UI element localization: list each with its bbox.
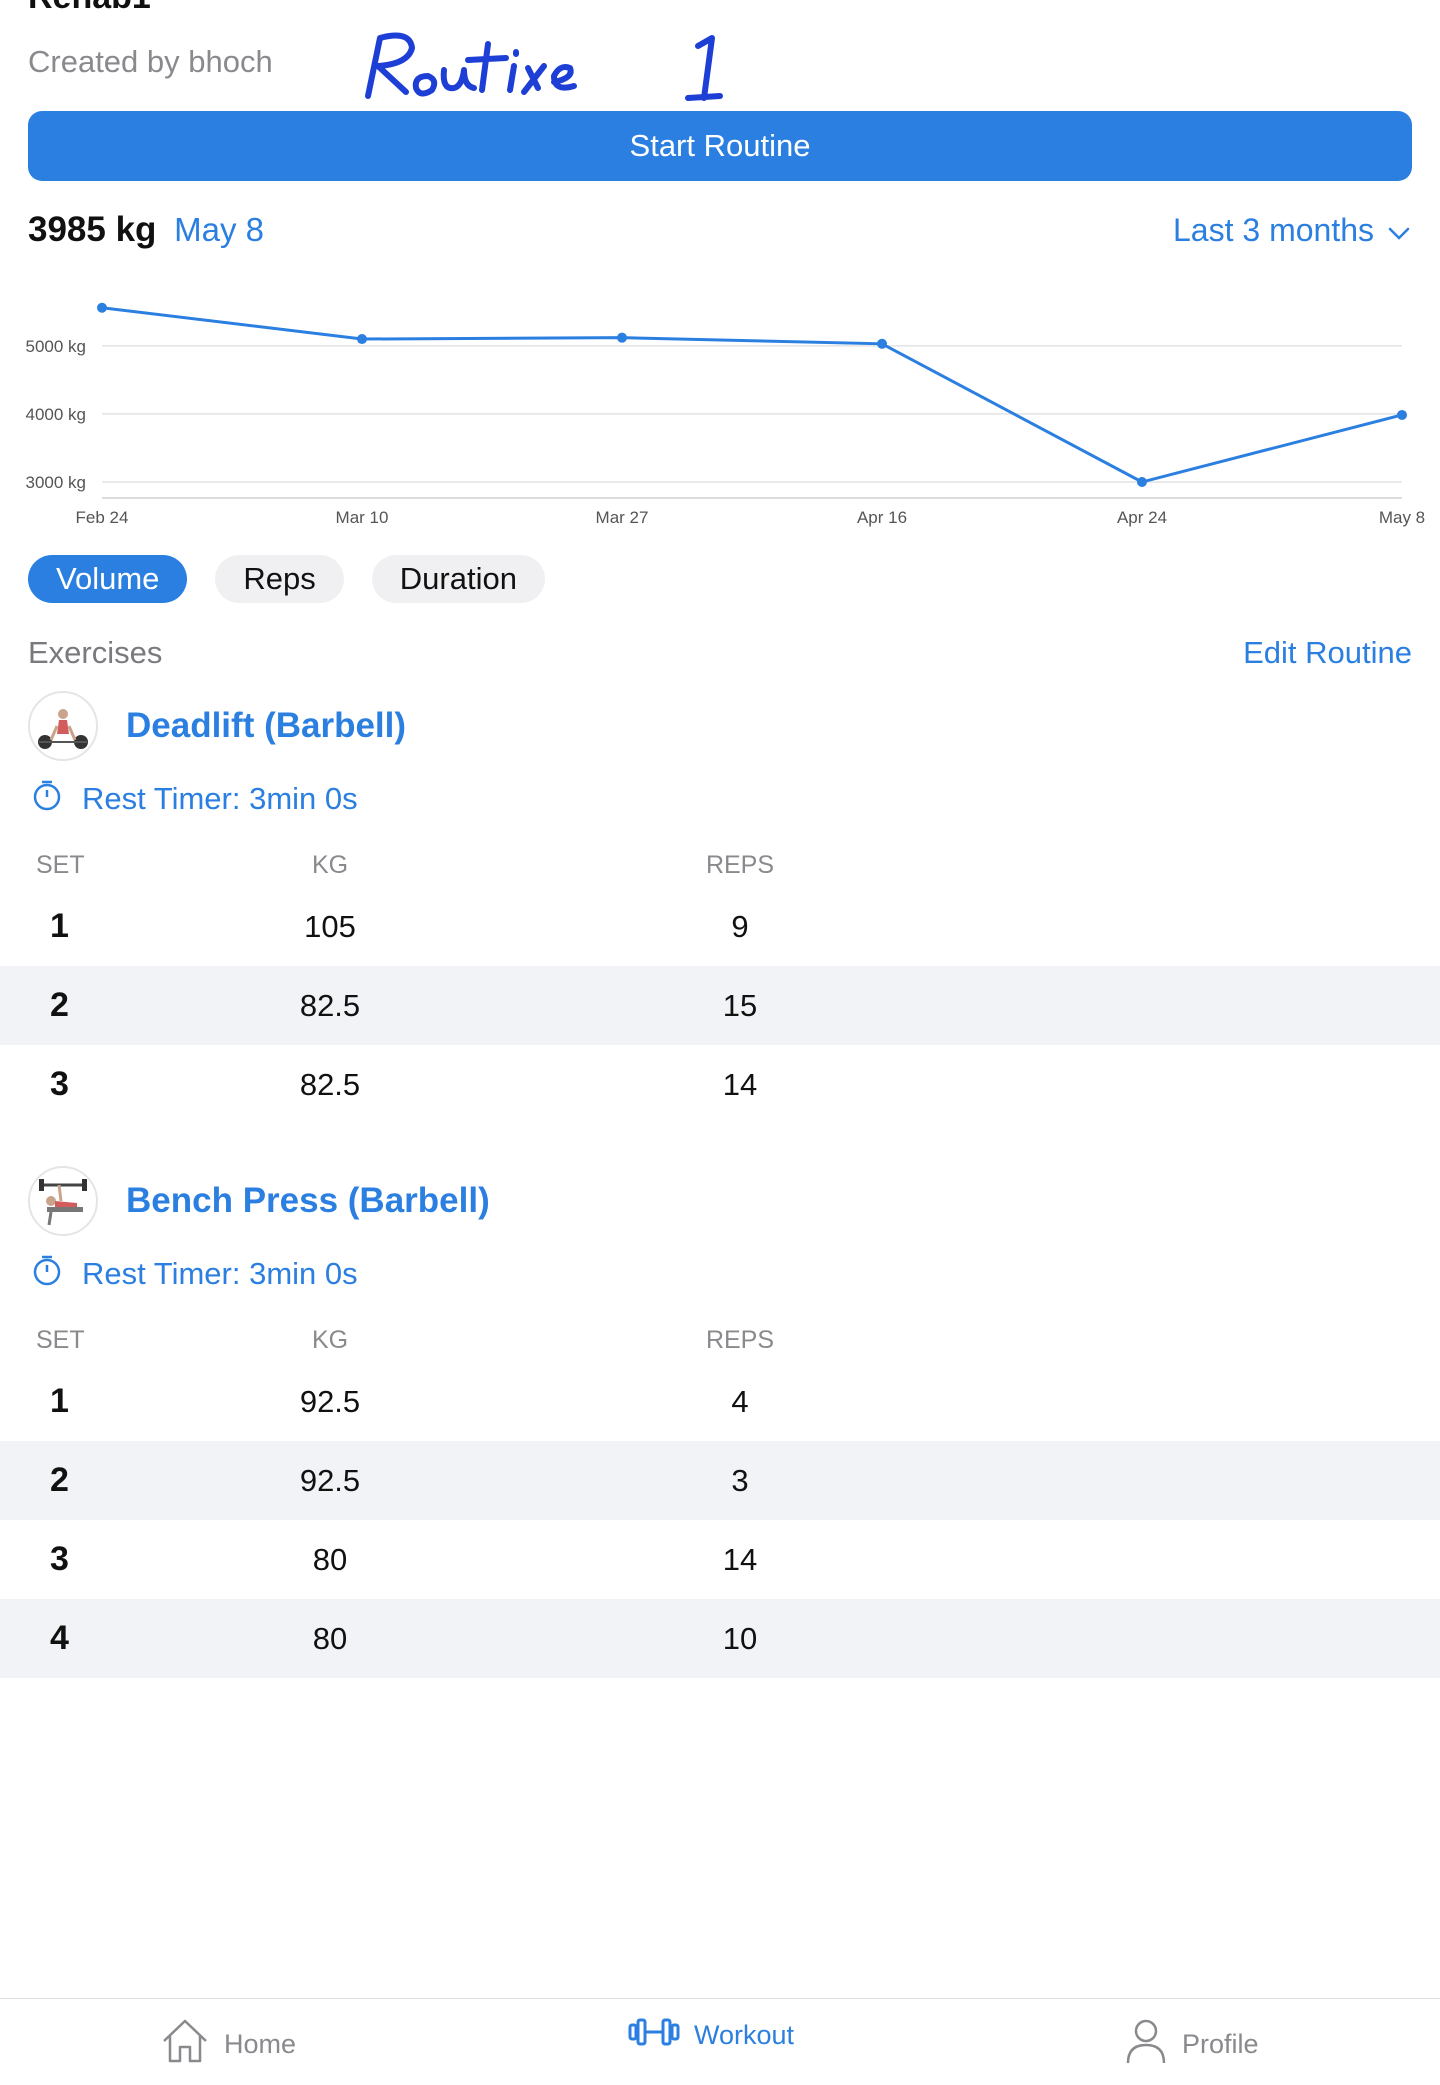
set-kg: 80 bbox=[312, 1541, 348, 1577]
home-icon bbox=[160, 2017, 210, 2072]
rest-timer-label: Rest Timer: 3min 0s bbox=[82, 1256, 358, 1291]
bench-press-icon bbox=[28, 1166, 98, 1236]
data-point[interactable] bbox=[357, 334, 367, 345]
set-number: 1 bbox=[50, 1382, 69, 1420]
set-kg: 105 bbox=[304, 908, 356, 944]
volume-summary: 3985 kg May 8 bbox=[28, 210, 264, 250]
exercises-heading: Exercises bbox=[28, 635, 163, 670]
set-reps: 14 bbox=[722, 1066, 758, 1102]
set-kg: 82.5 bbox=[299, 987, 361, 1023]
x-tick-label: May 8 bbox=[1379, 508, 1425, 527]
x-tick-label: Mar 27 bbox=[596, 508, 649, 527]
y-tick-label: 5000 kg bbox=[26, 337, 87, 356]
edit-routine-link[interactable]: Edit Routine bbox=[1243, 635, 1412, 670]
tab-home[interactable]: Home bbox=[160, 2017, 296, 2072]
set-kg: 92.5 bbox=[299, 1462, 361, 1498]
set-row: 3 80 14 bbox=[0, 1520, 1440, 1599]
tab-workout[interactable]: Workout bbox=[628, 2017, 794, 2054]
summary-value: 3985 kg bbox=[28, 210, 157, 249]
set-row: 4 80 10 bbox=[0, 1599, 1440, 1678]
data-point[interactable] bbox=[617, 332, 627, 343]
handwritten-annotation bbox=[365, 32, 723, 101]
dumbbell-icon bbox=[628, 2017, 680, 2054]
col-set: SET bbox=[36, 1326, 85, 1354]
data-point[interactable] bbox=[877, 338, 887, 349]
tab-reps[interactable]: Reps bbox=[215, 555, 344, 603]
rest-timer[interactable]: Rest Timer: 3min 0s bbox=[32, 1254, 358, 1294]
set-number: 2 bbox=[50, 1461, 69, 1499]
set-number: 3 bbox=[50, 1065, 69, 1103]
exercise-header[interactable]: Bench Press (Barbell) bbox=[28, 1166, 490, 1236]
x-tick-label: Mar 10 bbox=[336, 508, 389, 527]
set-reps: 9 bbox=[731, 908, 749, 944]
start-routine-button[interactable]: Start Routine bbox=[28, 111, 1412, 181]
y-tick-label: 3000 kg bbox=[26, 473, 87, 492]
rest-timer-label: Rest Timer: 3min 0s bbox=[82, 781, 358, 816]
set-reps: 14 bbox=[722, 1541, 758, 1577]
tab-volume[interactable]: Volume bbox=[28, 555, 188, 603]
tab-home-label: Home bbox=[224, 2029, 297, 2059]
col-set: SET bbox=[36, 851, 85, 879]
set-row: 2 92.5 3 bbox=[0, 1441, 1440, 1520]
tab-duration[interactable]: Duration bbox=[371, 555, 545, 603]
sets-table-header: SET KG REPS bbox=[0, 851, 1440, 891]
set-kg: 80 bbox=[312, 1620, 348, 1656]
x-tick-label: Apr 16 bbox=[857, 508, 907, 527]
col-reps: REPS bbox=[705, 851, 775, 879]
stopwatch-icon bbox=[32, 779, 62, 819]
x-tick-label: Feb 24 bbox=[76, 508, 129, 527]
col-kg: KG bbox=[311, 851, 349, 879]
set-row: 1 92.5 4 bbox=[0, 1362, 1440, 1441]
set-reps: 15 bbox=[722, 987, 758, 1023]
exercise-header[interactable]: Deadlift (Barbell) bbox=[28, 691, 406, 761]
creator-label: Created by bhoch bbox=[28, 44, 273, 79]
col-reps: REPS bbox=[705, 1326, 775, 1354]
tab-profile-label: Profile bbox=[1182, 2029, 1259, 2059]
routine-title: Rehab1 bbox=[28, 0, 151, 17]
range-dropdown[interactable]: Last 3 months bbox=[1173, 212, 1410, 249]
profile-icon bbox=[1124, 2017, 1168, 2072]
sets-table-header: SET KG REPS bbox=[0, 1326, 1440, 1366]
tab-workout-label: Workout bbox=[694, 2020, 795, 2050]
data-point[interactable] bbox=[1137, 477, 1147, 487]
range-label: Last 3 months bbox=[1173, 212, 1374, 248]
stopwatch-icon bbox=[32, 1254, 62, 1294]
metric-tabs: Volume Reps Duration bbox=[28, 555, 545, 603]
summary-date: May 8 bbox=[174, 211, 265, 248]
set-number: 1 bbox=[50, 907, 69, 945]
set-number: 2 bbox=[50, 986, 69, 1024]
exercise-name: Bench Press (Barbell) bbox=[126, 1181, 490, 1220]
col-kg: KG bbox=[311, 1326, 349, 1354]
set-row: 3 82.5 14 bbox=[0, 1045, 1440, 1124]
set-reps: 4 bbox=[731, 1383, 749, 1419]
data-point[interactable] bbox=[97, 302, 107, 313]
set-reps: 10 bbox=[722, 1620, 758, 1656]
series-line bbox=[101, 306, 1403, 484]
y-tick-label: 4000 kg bbox=[26, 405, 87, 424]
volume-line-chart: 5000 kg 4000 kg 3000 kg Feb 24 Mar 10 Mar 27 A… bbox=[26, 302, 1425, 527]
set-row: 1 105 9 bbox=[0, 887, 1440, 966]
set-row: 2 82.5 15 bbox=[0, 966, 1440, 1045]
x-tick-label: Apr 24 bbox=[1117, 508, 1167, 527]
bottom-tab-bar: Home Workout Profile bbox=[0, 1998, 1440, 2085]
data-point[interactable] bbox=[1397, 409, 1407, 420]
rest-timer[interactable]: Rest Timer: 3min 0s bbox=[32, 779, 358, 819]
exercise-name: Deadlift (Barbell) bbox=[126, 706, 407, 745]
set-kg: 92.5 bbox=[299, 1383, 361, 1419]
set-kg: 82.5 bbox=[299, 1066, 361, 1102]
set-number: 3 bbox=[50, 1540, 69, 1578]
set-reps: 3 bbox=[731, 1462, 749, 1498]
tab-profile[interactable]: Profile bbox=[1124, 2017, 1259, 2072]
set-number: 4 bbox=[50, 1619, 69, 1657]
deadlift-icon bbox=[28, 691, 98, 761]
chevron-down-icon bbox=[1388, 212, 1410, 249]
